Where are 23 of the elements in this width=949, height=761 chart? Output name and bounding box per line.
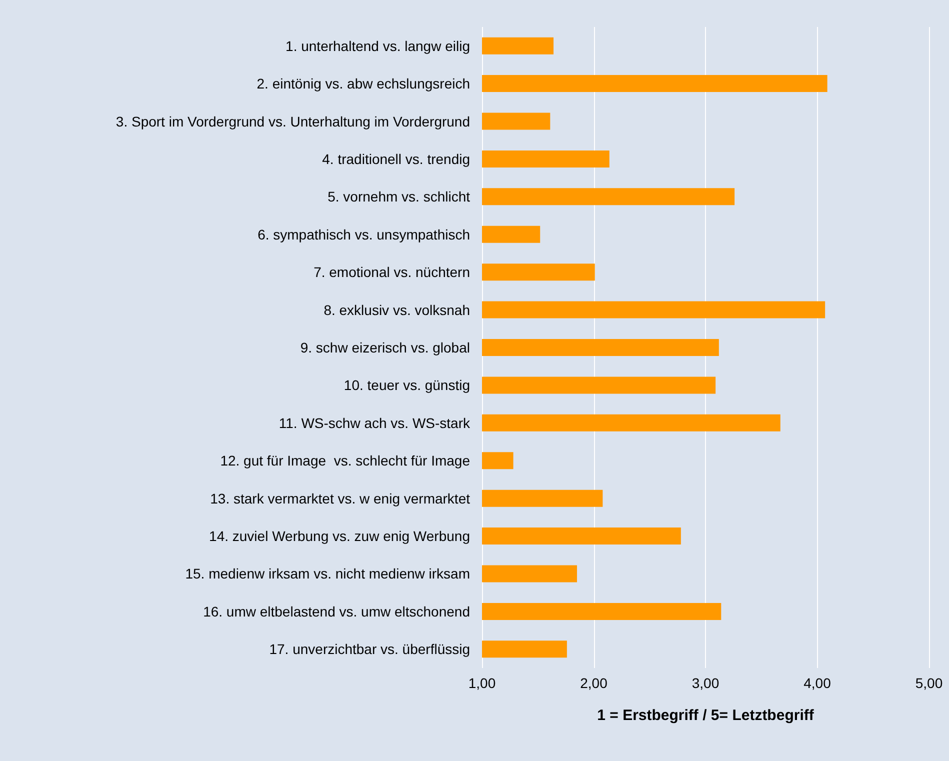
y-tick-label: 11. WS-schw ach vs. WS-stark bbox=[278, 414, 471, 431]
y-tick-label: 9. schw eizerisch vs. global bbox=[300, 340, 470, 356]
y-tick-label: 14. zuviel Werbung vs. zuw enig Werbung bbox=[209, 528, 470, 544]
x-tick-label: 2,00 bbox=[580, 675, 608, 691]
y-tick-label: 15. medienw irksam vs. nicht medienw irksam bbox=[185, 566, 470, 582]
y-tick-label: 6. sympathisch vs. unsympathisch bbox=[258, 226, 470, 242]
y-tick-label: 5. vornehm vs. schlicht bbox=[328, 188, 470, 205]
y-tick-label: 17. unverzichtbar vs. überflüssig bbox=[269, 641, 470, 658]
y-tick-label: 13. stark vermarktet vs. w enig vermarktet bbox=[210, 490, 470, 506]
y-tick-label: 7. emotional vs. nüchtern bbox=[314, 264, 470, 280]
y-tick-label: 10. teuer vs. günstig bbox=[344, 377, 470, 394]
y-tick-label: 1. unterhaltend vs. langw eilig bbox=[286, 38, 470, 54]
x-tick-label: 1,00 bbox=[468, 675, 496, 691]
y-tick-label: 12. gut für Image vs. schlecht für Image bbox=[220, 452, 470, 469]
x-tick-label: 3,00 bbox=[692, 675, 720, 691]
y-tick-label: 4. traditionell vs. trendig bbox=[322, 150, 470, 167]
y-tick-label: 2. eintönig vs. abw echslungsreich bbox=[256, 76, 470, 92]
x-tick-label: 4,00 bbox=[804, 675, 832, 691]
x-axis-title: 1 = Erstbegriff / 5= Letztbegriff bbox=[597, 707, 815, 724]
y-tick-label: 3. Sport im Vordergrund vs. Unterhaltung im Vordergrund bbox=[116, 113, 470, 130]
x-tick-label: 5,00 bbox=[915, 675, 943, 691]
y-tick-label: 16. umw eltbelastend vs. umw eltschonend bbox=[203, 603, 470, 620]
y-tick-label: 8. exklusiv vs. volksnah bbox=[324, 302, 470, 318]
